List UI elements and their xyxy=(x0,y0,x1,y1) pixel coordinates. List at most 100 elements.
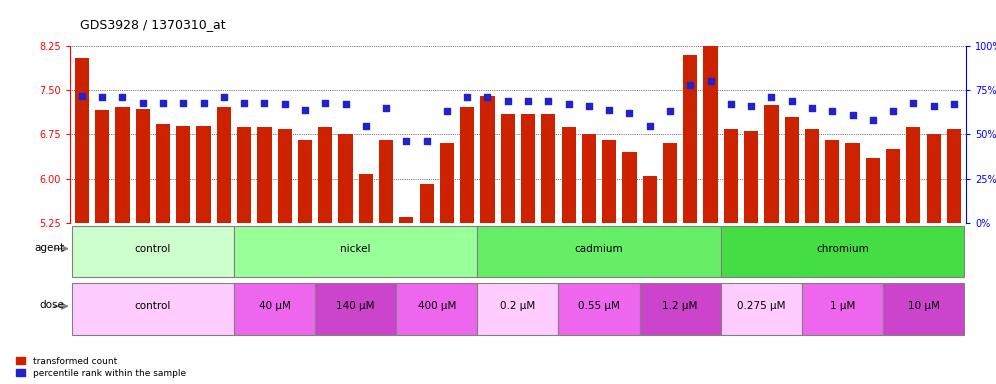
Point xyxy=(723,101,739,108)
Bar xyxy=(805,129,819,223)
FancyBboxPatch shape xyxy=(721,226,964,277)
Text: 0.2 μM: 0.2 μM xyxy=(500,301,536,311)
Point xyxy=(845,112,861,118)
Text: cadmium: cadmium xyxy=(575,243,623,254)
Bar xyxy=(683,55,697,223)
Point xyxy=(74,93,90,99)
Point xyxy=(358,122,374,129)
FancyBboxPatch shape xyxy=(477,283,559,335)
Bar xyxy=(886,149,900,223)
Point xyxy=(175,99,191,106)
Bar xyxy=(642,175,656,223)
Bar xyxy=(541,114,556,223)
FancyBboxPatch shape xyxy=(721,283,802,335)
Bar xyxy=(379,140,393,223)
Point xyxy=(541,98,557,104)
Point xyxy=(581,103,597,109)
Point xyxy=(236,99,252,106)
Bar xyxy=(460,107,474,223)
Text: 1.2 μM: 1.2 μM xyxy=(662,301,698,311)
Bar xyxy=(866,158,879,223)
Bar xyxy=(744,131,758,223)
Point xyxy=(905,99,921,106)
Point xyxy=(764,94,780,100)
Bar xyxy=(785,117,799,223)
Bar xyxy=(359,174,373,223)
FancyBboxPatch shape xyxy=(883,283,964,335)
Bar xyxy=(237,127,251,223)
Text: 0.55 μM: 0.55 μM xyxy=(578,301,620,311)
Point xyxy=(95,94,111,100)
Bar xyxy=(501,114,515,223)
Text: 10 μM: 10 μM xyxy=(907,301,939,311)
Text: control: control xyxy=(134,243,171,254)
Point xyxy=(602,107,618,113)
Point xyxy=(702,78,718,84)
Point xyxy=(865,117,880,123)
Point xyxy=(318,99,334,106)
Point xyxy=(479,94,495,100)
Bar xyxy=(419,184,433,223)
Bar xyxy=(825,140,840,223)
Bar xyxy=(278,129,292,223)
Bar xyxy=(257,127,272,223)
Point xyxy=(216,94,232,100)
Point xyxy=(946,101,962,108)
Point xyxy=(743,103,759,109)
Point xyxy=(277,101,293,108)
Text: 1 μM: 1 μM xyxy=(830,301,856,311)
Bar xyxy=(399,217,413,223)
Text: agent: agent xyxy=(35,243,65,253)
Bar xyxy=(764,105,779,223)
Point xyxy=(256,99,272,106)
Point xyxy=(804,105,820,111)
Point xyxy=(459,94,475,100)
Text: dose: dose xyxy=(40,300,65,310)
Point xyxy=(398,138,414,144)
Bar xyxy=(906,127,920,223)
Bar xyxy=(318,127,333,223)
Point xyxy=(885,108,901,114)
Point xyxy=(520,98,536,104)
Point xyxy=(622,110,637,116)
Text: GDS3928 / 1370310_at: GDS3928 / 1370310_at xyxy=(80,18,225,31)
Bar xyxy=(176,126,190,223)
Bar xyxy=(724,129,738,223)
Point xyxy=(561,101,577,108)
FancyBboxPatch shape xyxy=(72,226,234,277)
Bar xyxy=(135,109,149,223)
Text: control: control xyxy=(134,301,171,311)
FancyBboxPatch shape xyxy=(639,283,721,335)
Bar xyxy=(926,134,941,223)
Point xyxy=(825,108,841,114)
Bar xyxy=(663,143,677,223)
Point xyxy=(500,98,516,104)
Point xyxy=(641,122,657,129)
Point xyxy=(662,108,678,114)
Bar xyxy=(95,110,110,223)
Text: nickel: nickel xyxy=(341,243,371,254)
Text: 140 μM: 140 μM xyxy=(337,301,374,311)
FancyBboxPatch shape xyxy=(72,283,234,335)
Bar xyxy=(582,134,596,223)
Text: 0.275 μM: 0.275 μM xyxy=(737,301,786,311)
Point xyxy=(378,105,394,111)
Text: 40 μM: 40 μM xyxy=(259,301,291,311)
Point xyxy=(195,99,211,106)
Bar xyxy=(75,58,89,223)
Bar xyxy=(603,140,617,223)
Point xyxy=(338,101,354,108)
Bar xyxy=(156,124,170,223)
Bar xyxy=(298,140,312,223)
Bar xyxy=(196,126,211,223)
FancyBboxPatch shape xyxy=(234,226,477,277)
Point xyxy=(297,107,313,113)
Bar xyxy=(846,143,860,223)
Point xyxy=(784,98,800,104)
FancyBboxPatch shape xyxy=(559,283,639,335)
Bar xyxy=(480,96,495,223)
Legend: transformed count, percentile rank within the sample: transformed count, percentile rank withi… xyxy=(15,355,187,379)
Point xyxy=(115,94,130,100)
Bar xyxy=(622,152,636,223)
Point xyxy=(925,103,941,109)
